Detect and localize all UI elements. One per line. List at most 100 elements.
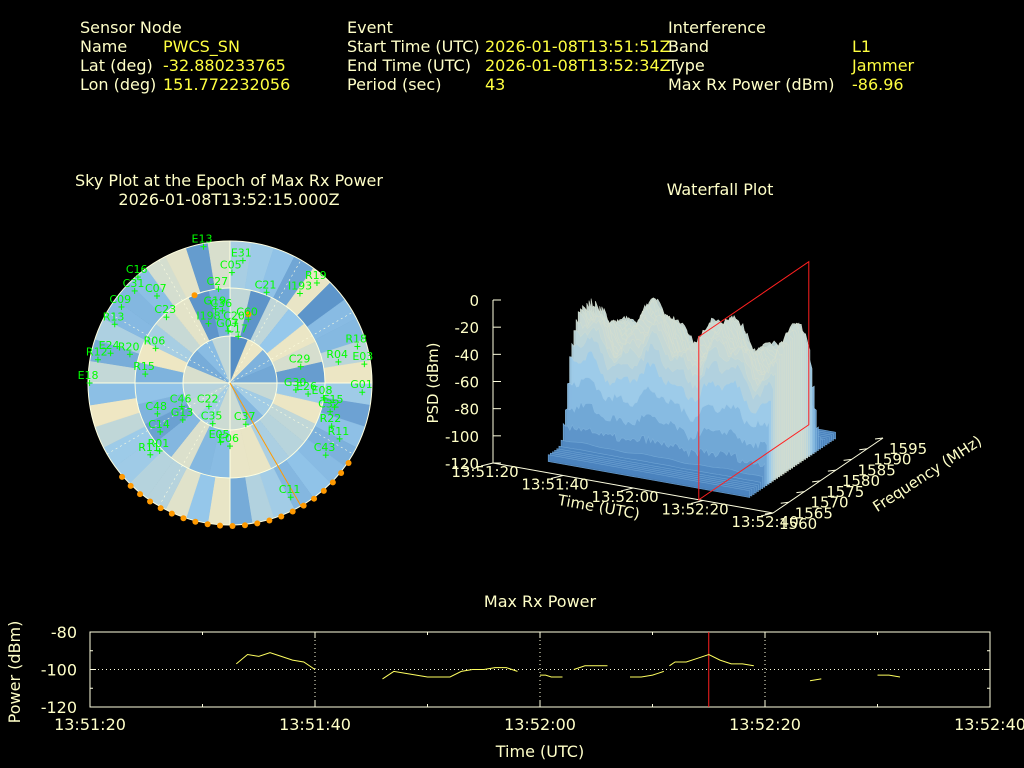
satellite-label: R13: [103, 310, 125, 323]
satellite-R11: R11: [328, 425, 350, 442]
satellite-R11: R11: [138, 441, 160, 458]
satellite-label: C37: [234, 410, 256, 423]
event-period-label: Period (sec): [347, 75, 442, 94]
satellite-label: E08: [312, 384, 333, 397]
interference-maxrx-label: Max Rx Power (dBm): [668, 75, 835, 94]
event-end-label: End Time (UTC): [347, 56, 471, 75]
satellite-label: G07: [216, 317, 239, 330]
sky-rim-dot: [204, 521, 211, 528]
sky-rim-dot: [338, 469, 345, 476]
satellite-C07: C07: [145, 282, 167, 299]
satellite-label: C35: [201, 410, 223, 423]
sensor-lat-label: Lat (deg): [80, 56, 153, 75]
satellite-label: C60: [236, 305, 258, 318]
satellite-E13: E13: [192, 233, 212, 250]
sensor-name-value: PWCS_SN: [163, 37, 240, 56]
sky-rim-dot: [157, 505, 164, 512]
event-period-value: 43: [485, 75, 506, 94]
waterfall-freq-tick-label: 1590: [873, 451, 911, 469]
waterfall-z-tick-label: -80: [455, 401, 480, 419]
waterfall-time-tick-label: 13:52:20: [661, 501, 728, 519]
sky-rim-dot: [311, 495, 318, 502]
waterfall-z-tick-label: -100: [445, 428, 479, 446]
satellite-label: R20: [118, 340, 140, 353]
waterfall-freq-tick: [780, 501, 789, 504]
satellite-label: I198: [196, 310, 220, 323]
sensor-lat-value: -32.880233765: [163, 56, 286, 75]
maxrx-x-tick-label: 13:51:20: [54, 715, 126, 734]
sky-rim-dot: [119, 473, 126, 480]
maxrx-series-segment: [877, 674, 901, 678]
sky-rim-dot: [229, 522, 236, 529]
satellite-R20: R20: [118, 340, 140, 358]
maxrx-series-segment: [630, 670, 664, 678]
satellite-label: R01: [148, 437, 170, 450]
waterfall-freq-tick: [843, 458, 852, 461]
maxrx-x-tick-label: 13:52:00: [504, 715, 576, 734]
waterfall-time-tick-label: 13:51:40: [521, 476, 588, 494]
sky-rim-dot: [137, 491, 144, 498]
interference-band-value: L1: [852, 37, 872, 56]
satellite-label: C11: [279, 483, 301, 496]
satellite-G01: G01: [350, 378, 373, 396]
satellite-label: C09: [109, 293, 131, 306]
waterfall-z-tick-label: -40: [455, 346, 480, 364]
satellite-label: R11: [328, 425, 350, 438]
maxrx-y-tick-label: -120: [41, 698, 77, 717]
satellite-label: C20: [223, 309, 245, 322]
satellite-label: C05: [220, 259, 242, 272]
satellite-label: C36: [210, 297, 232, 310]
waterfall-z-tick-label: -20: [455, 319, 480, 337]
interference-heading: Interference: [668, 18, 766, 37]
waterfall-freq-tick: [764, 512, 774, 515]
event-heading: Event: [347, 18, 393, 37]
satellite-label: C14: [148, 418, 170, 431]
satellite-label: R06: [144, 334, 166, 347]
interference-type-label: Type: [668, 56, 705, 75]
satellite-C32: C32: [318, 398, 340, 415]
satellite-R13: R13: [103, 310, 125, 328]
satellite-label: E26: [296, 380, 317, 393]
satellite-label: C32: [318, 398, 340, 411]
interference-type-value: Jammer: [852, 56, 915, 75]
satellite-C27: C27: [206, 275, 228, 293]
waterfall-freq-tick: [796, 491, 805, 494]
sky-rim-dot: [289, 508, 296, 515]
satellite-label: R19: [305, 269, 327, 282]
satellite-E08: E08: [312, 384, 333, 401]
satellite-label: G19: [204, 295, 227, 308]
satellite-C31: C31: [123, 277, 144, 294]
satellite-label: E31: [231, 247, 252, 260]
satellite-G07: G07: [216, 317, 239, 334]
satellite-label: R15: [133, 360, 155, 373]
waterfall-freq-tick: [827, 469, 836, 472]
satellite-E15: E15: [323, 393, 344, 411]
maxrx-series-segment: [809, 678, 822, 682]
satellite-E05: E05: [209, 428, 230, 446]
satellite-E31: E31: [231, 247, 252, 264]
waterfall-freq-tick-label: 1580: [842, 472, 880, 490]
satellite-label: E18: [78, 369, 99, 382]
waterfall-freq-tick-label: 1570: [810, 494, 848, 512]
satellite-R19: R19: [305, 269, 327, 286]
satellite-label: E15: [323, 393, 344, 406]
satellite-label: C21: [255, 278, 277, 291]
satellite-label: G13: [171, 406, 194, 419]
satellite-C14: C14: [148, 418, 170, 435]
maxrx-series-segment: [573, 665, 608, 670]
satellite-label: C07: [145, 282, 167, 295]
satellite-C48: C48: [145, 400, 167, 417]
maxrx-y-tick-label: -100: [41, 661, 77, 680]
sky-direction-line: [229, 382, 302, 507]
satellite-label: G01: [350, 378, 373, 391]
maxrx-title: Max Rx Power: [483, 592, 597, 611]
satellite-C21: C21: [255, 278, 277, 296]
satellite-R06: R06: [144, 334, 166, 352]
satellite-label: E24: [99, 339, 120, 352]
satellite-C09: C09: [109, 293, 131, 310]
satellite-C23: C23: [154, 303, 176, 321]
satellite-label: C22: [197, 392, 219, 405]
skyplot-title: Sky Plot at the Epoch of Max Rx Power: [75, 171, 383, 190]
waterfall-z-tick-label: -120: [445, 455, 479, 473]
satellite-C29: C29: [289, 353, 310, 370]
